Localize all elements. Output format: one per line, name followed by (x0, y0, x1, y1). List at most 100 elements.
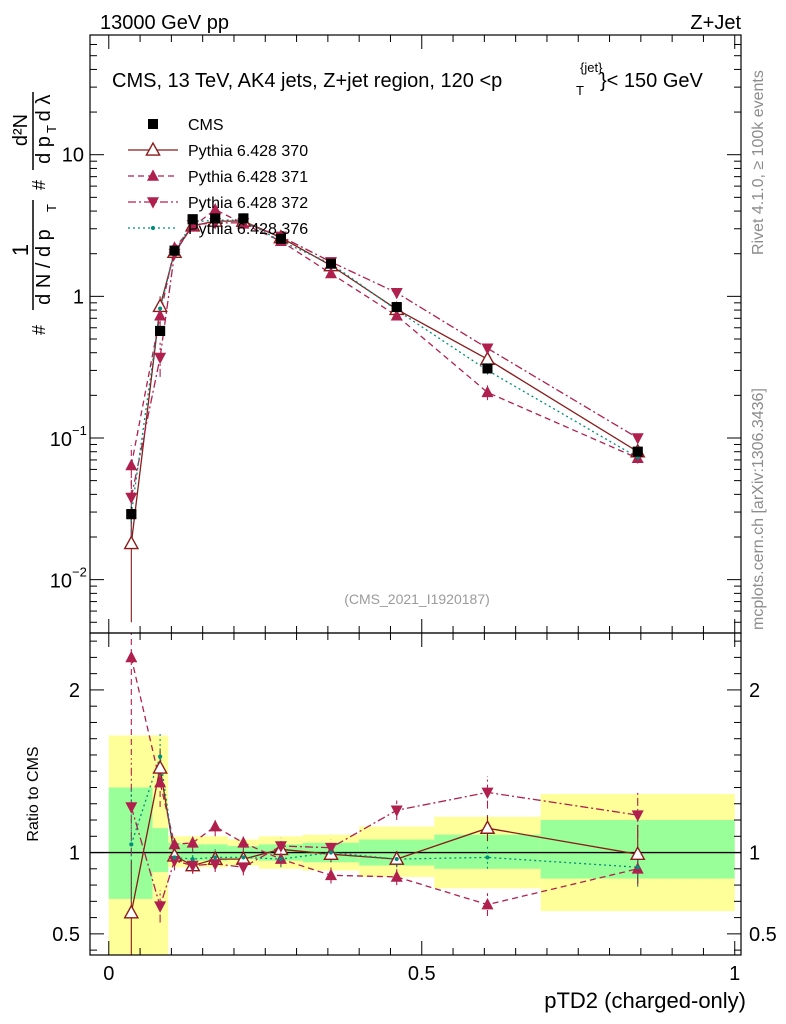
main-series-lines (130, 208, 639, 544)
ratio-data-point (328, 850, 334, 855)
ratio-panel: 0.5 0.5 1 1 2 2 0 0.5 1 (52, 632, 777, 985)
ratio-data-point (152, 759, 168, 774)
ratio-xtick-label: 1 (729, 963, 740, 985)
ratio-data-point (125, 802, 138, 814)
main-markers (123, 202, 646, 550)
main-data-point (158, 306, 163, 311)
ratio-band-green (152, 828, 169, 873)
analysis-id: (CMS_2021_I1920187) (344, 591, 490, 607)
ratio-data-point (278, 856, 284, 862)
ratio-markers (123, 650, 646, 919)
main-data-point (154, 352, 167, 365)
cms-data-point (169, 245, 180, 256)
ratio-ytick-label-right: 0.5 (749, 924, 777, 946)
ratio-xtick-label: 0 (103, 963, 114, 985)
title-main: CMS, 13 TeV, AK4 jets, Z+jet region, 120… (112, 70, 502, 92)
legend-label: Pythia 6.428 372 (188, 195, 308, 212)
main-ytick-label: 10 (62, 145, 84, 167)
title-tail: }< 150 GeV (600, 70, 704, 92)
cms-data-point (187, 214, 198, 225)
cms-data-point (275, 233, 286, 244)
legend-label: Pythia 6.428 376 (188, 221, 308, 238)
legend-marker (148, 119, 158, 129)
ratio-data-point (154, 901, 167, 913)
ratio-data-point (390, 870, 403, 882)
main-ytick-label: 1 (73, 286, 84, 308)
main-error-bars (130, 206, 639, 623)
ratio-ytick-label-right: 1 (749, 843, 760, 865)
main-data-point (125, 458, 138, 471)
main-data-point (481, 343, 494, 355)
main-data-point (209, 202, 222, 215)
ratio-data-point (635, 865, 640, 870)
ratio-data-point (158, 754, 163, 759)
ratio-ylabel: Ratio to CMS (25, 746, 42, 841)
ratio-data-point (481, 787, 494, 799)
legend-marker (147, 197, 159, 209)
legend-label: CMS (188, 117, 224, 134)
ratio-data-point (209, 859, 222, 871)
ratio-data-point (186, 860, 199, 873)
ylabel-denom: d N / d p (33, 229, 55, 305)
ratio-data-point (154, 776, 167, 788)
main-ylabel: # 1 d N / d p T # d²N d p T d λ (8, 92, 59, 335)
ratio-series-line (130, 756, 638, 868)
legend-marker (150, 225, 156, 231)
cms-data-point (391, 302, 402, 313)
ratio-data-point (241, 855, 246, 860)
main-data-point (123, 535, 140, 550)
main-series-line (130, 220, 639, 544)
ratio-xtick-label: 0.5 (408, 963, 436, 985)
title-sup: {jet} (580, 60, 603, 75)
cms-data-point (238, 213, 249, 224)
ratio-data-point (123, 904, 140, 919)
legend-label: Pythia 6.428 370 (188, 143, 308, 160)
cms-data-point (155, 325, 166, 336)
main-data-point (390, 287, 403, 300)
ratio-data-point (168, 855, 181, 868)
ylabel-dl: d λ (33, 95, 55, 122)
ratio-data-point (168, 837, 181, 850)
ratio-data-point (209, 819, 222, 832)
ratio-data-point (479, 819, 496, 834)
ratio-frame (89, 632, 742, 956)
cms-data-point (126, 509, 137, 520)
ratio-data-point (390, 805, 403, 817)
ratio-data-point (394, 856, 399, 862)
ratio-bands (90, 735, 741, 955)
ratio-data-point (186, 836, 199, 848)
ylabel-one: 1 (8, 244, 33, 256)
main-data-point (154, 309, 167, 321)
ratio-data-point (631, 810, 644, 822)
main-series-line (130, 219, 639, 515)
title-sub: T (576, 83, 584, 98)
ratio-data-point (629, 845, 646, 860)
ylabel-hash1: # (29, 325, 49, 335)
main-data-point (125, 492, 138, 505)
ratio-data-point (237, 836, 250, 848)
header-right: Z+Jet (690, 12, 741, 34)
chart-title: CMS, 13 TeV, AK4 jets, Z+jet region, 120… (112, 60, 704, 98)
ratio-data-point (129, 842, 134, 847)
ratio-data-point (190, 856, 195, 862)
side-label-top: Rivet 4.1.0, ≥ 100k events (750, 70, 767, 255)
main-series-line (130, 222, 639, 498)
ratio-data-point (213, 855, 218, 860)
cms-data-point (482, 363, 493, 374)
main-ytick-exponent: −1 (72, 423, 87, 438)
main-data-point (481, 385, 494, 398)
main-series-line (130, 208, 638, 466)
cms-data-point (325, 258, 336, 269)
cms-data-point (210, 213, 221, 224)
ratio-data-point (274, 841, 287, 853)
main-ytick-label: 10 (50, 429, 72, 451)
main-ytick-exponent: −2 (72, 565, 87, 580)
ratio-ytick-label: 2 (69, 680, 80, 702)
ratio-data-point (324, 868, 337, 881)
ratio-data-point (172, 855, 177, 860)
ratio-axes: 0.5 0.5 1 1 2 2 0 0.5 1 (52, 633, 777, 985)
cms-data-point (632, 446, 643, 457)
ylabel-denom-sub: T (44, 204, 59, 212)
